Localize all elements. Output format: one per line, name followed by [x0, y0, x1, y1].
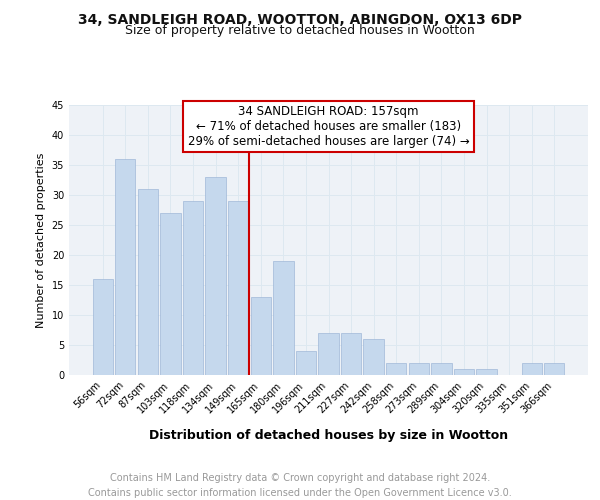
Bar [183, 201, 203, 375]
Bar [454, 369, 474, 375]
Bar [319, 333, 338, 375]
Bar [251, 297, 271, 375]
Bar [341, 333, 361, 375]
Bar [296, 351, 316, 375]
Bar [476, 369, 497, 375]
Y-axis label: Number of detached properties: Number of detached properties [36, 152, 46, 328]
Bar [431, 363, 452, 375]
Bar [205, 177, 226, 375]
Bar [160, 213, 181, 375]
X-axis label: Distribution of detached houses by size in Wootton: Distribution of detached houses by size … [149, 429, 508, 442]
Bar [115, 159, 136, 375]
Bar [228, 201, 248, 375]
Bar [138, 189, 158, 375]
Bar [544, 363, 565, 375]
Bar [409, 363, 429, 375]
Bar [364, 339, 384, 375]
Bar [386, 363, 406, 375]
Bar [273, 261, 293, 375]
Bar [92, 279, 113, 375]
Text: Size of property relative to detached houses in Wootton: Size of property relative to detached ho… [125, 24, 475, 37]
Text: Contains HM Land Registry data © Crown copyright and database right 2024.
Contai: Contains HM Land Registry data © Crown c… [88, 472, 512, 498]
Bar [521, 363, 542, 375]
Text: 34, SANDLEIGH ROAD, WOOTTON, ABINGDON, OX13 6DP: 34, SANDLEIGH ROAD, WOOTTON, ABINGDON, O… [78, 12, 522, 26]
Text: 34 SANDLEIGH ROAD: 157sqm
← 71% of detached houses are smaller (183)
29% of semi: 34 SANDLEIGH ROAD: 157sqm ← 71% of detac… [188, 105, 469, 148]
